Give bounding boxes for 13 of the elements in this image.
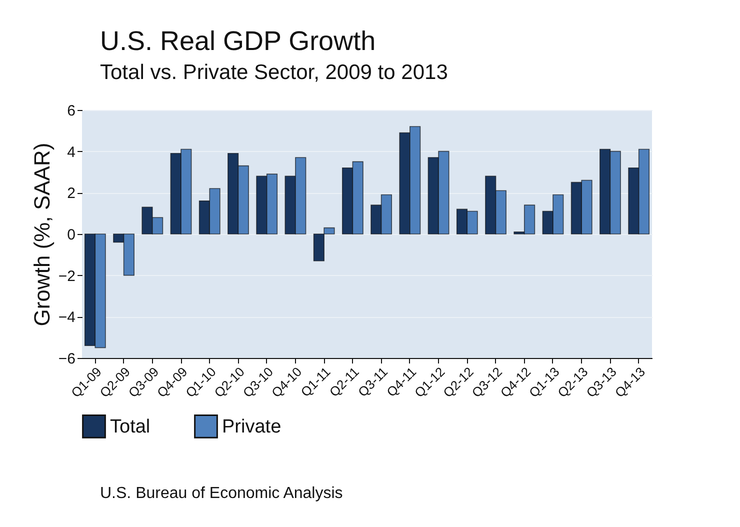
y-tick-label: 2 (67, 185, 76, 202)
y-tick-label: 6 (67, 102, 76, 120)
chart-title: U.S. Real GDP Growth (100, 26, 377, 57)
text: U.S. Bureau of Economic Analysis (100, 485, 343, 503)
y-tick-label: 4 (67, 144, 76, 161)
legend-label: Total (110, 416, 150, 438)
y-tick-label: −6 (58, 350, 76, 368)
y-axis-title: Growth (%, SAAR) (29, 142, 54, 326)
y-tick-label: 0 (67, 226, 76, 244)
y-tick-label: −2 (58, 268, 76, 285)
chart-subtitle: Total vs. Private Sector, 2009 to 2013 (100, 61, 448, 85)
y-tick-label: −4 (58, 309, 76, 326)
legend-label: Private (222, 416, 282, 438)
